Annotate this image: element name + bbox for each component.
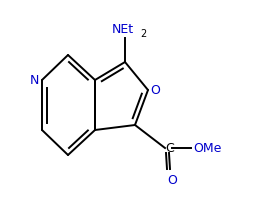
Text: 2: 2 <box>140 29 146 39</box>
Text: C: C <box>165 141 174 155</box>
Text: O: O <box>150 83 160 97</box>
Text: O: O <box>167 174 177 187</box>
Text: OMe: OMe <box>193 141 221 155</box>
Text: NEt: NEt <box>112 23 134 36</box>
Text: N: N <box>30 74 39 86</box>
